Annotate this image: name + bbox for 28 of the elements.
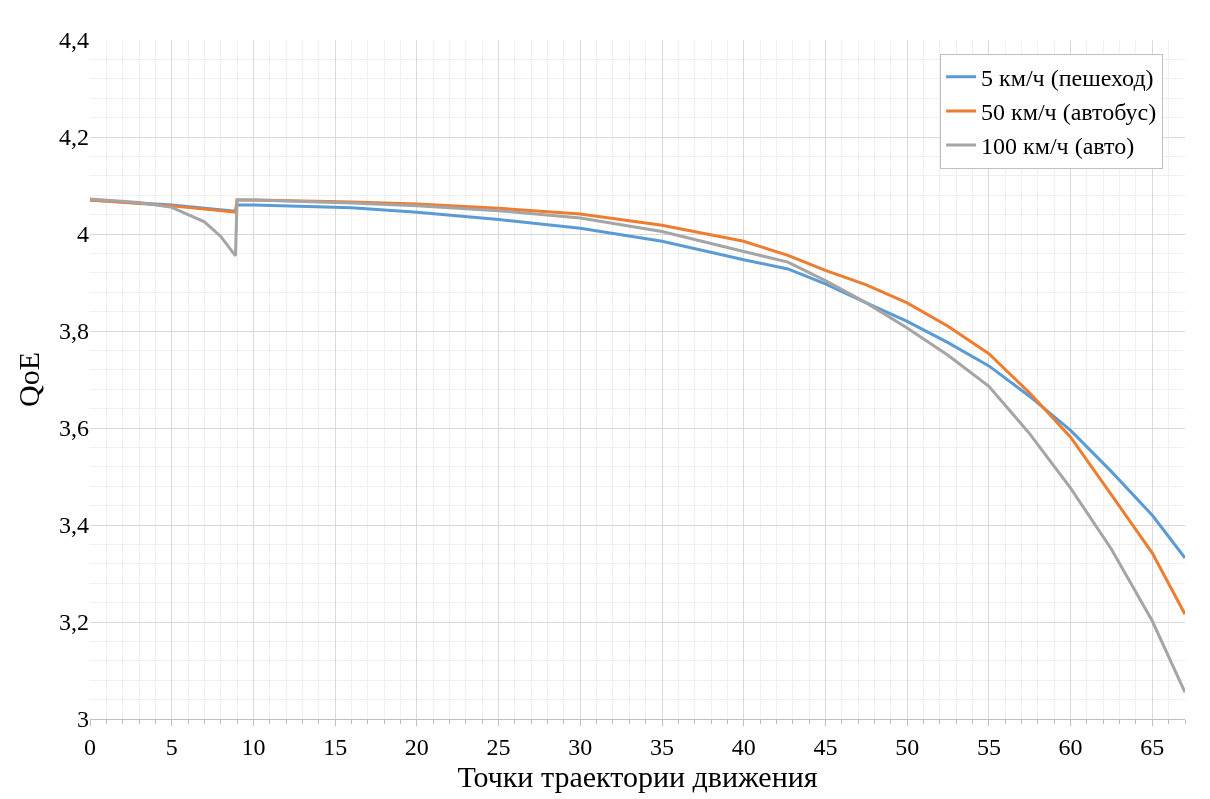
- x-tick-label: 10: [241, 733, 266, 760]
- line-series: [90, 197, 1185, 694]
- y-tick-label: 3,8: [59, 318, 89, 345]
- y-tick-label: 3,2: [59, 609, 89, 636]
- x-tick-label: 60: [1058, 733, 1083, 760]
- y-tick-label: 3,6: [59, 415, 89, 442]
- y-tick-label: 3: [77, 706, 89, 733]
- legend-label: 100 км/ч (авто): [981, 133, 1135, 160]
- x-tick-label: 65: [1140, 733, 1165, 760]
- legend-label: 50 км/ч (автобус): [981, 99, 1157, 126]
- y-axis-title: QoE: [12, 352, 45, 407]
- x-tick-label: 15: [323, 733, 348, 760]
- x-tick-label: 20: [404, 733, 429, 760]
- y-tick-label: 4,4: [59, 27, 89, 54]
- legend-label: 5 км/ч (пешеход): [981, 65, 1154, 92]
- x-tick-label: 45: [813, 733, 838, 760]
- x-tick-label: 40: [731, 733, 756, 760]
- y-tick-label: 4: [77, 221, 89, 248]
- x-tick-label: 50: [895, 733, 920, 760]
- x-tick-label: 5: [165, 733, 178, 760]
- x-tick-label: 30: [568, 733, 593, 760]
- x-tick-label: 0: [84, 733, 96, 760]
- x-axis-title: Точки траектории движения: [457, 759, 818, 793]
- x-tick-label: 55: [976, 733, 1001, 760]
- x-tick-label: 25: [486, 733, 511, 760]
- x-tick-label: 35: [650, 733, 675, 760]
- y-tick-label: 3,4: [59, 512, 89, 539]
- y-tick-label: 4,2: [59, 124, 89, 151]
